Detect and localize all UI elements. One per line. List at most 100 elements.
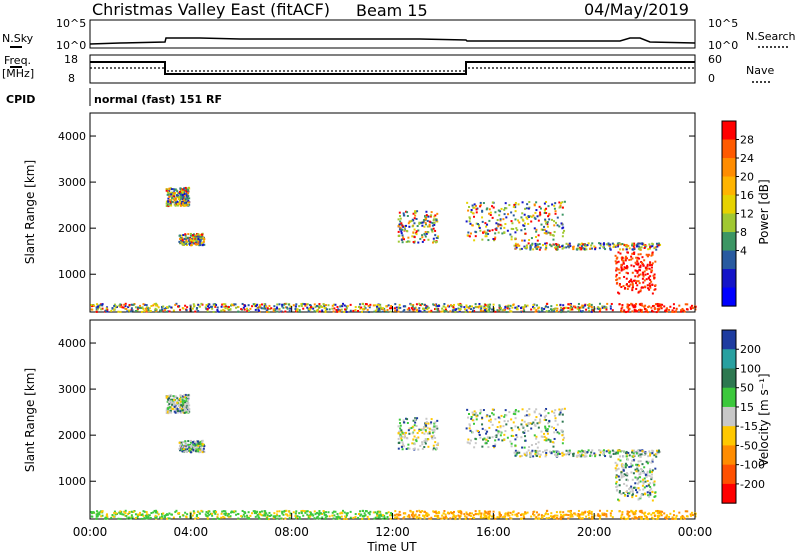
scatter-point — [354, 309, 357, 312]
scatter-point — [272, 309, 275, 312]
scatter-point — [606, 509, 609, 512]
scatter-point — [534, 235, 537, 238]
scatter-point — [492, 303, 495, 306]
scatter-point — [400, 238, 403, 241]
scatter-point — [349, 510, 352, 513]
scatter-point — [639, 302, 642, 305]
scatter-point — [121, 306, 124, 309]
scatter-point — [582, 304, 585, 307]
scatter-point — [436, 309, 439, 312]
scatter-point — [577, 454, 580, 457]
scatter-point — [426, 432, 429, 435]
scatter-point — [623, 266, 626, 269]
scatter-point — [467, 416, 470, 419]
scatter-point — [181, 409, 184, 412]
scatter-point — [622, 248, 625, 251]
scatter-point — [273, 512, 276, 515]
scatter-point — [633, 486, 636, 489]
scatter-point — [510, 227, 513, 230]
scatter-point — [119, 512, 122, 515]
scatter-point — [170, 306, 173, 309]
scatter-point — [196, 306, 199, 309]
scatter-point — [612, 243, 615, 246]
scatter-point — [389, 517, 392, 520]
scatter-point — [196, 240, 199, 243]
scatter-point — [471, 212, 474, 215]
scatter-point — [657, 451, 660, 454]
scatter-point — [183, 406, 186, 409]
scatter-point — [243, 515, 246, 518]
scatter-point — [586, 511, 589, 514]
scatter-point — [626, 513, 629, 516]
scatter-point — [385, 517, 388, 520]
scatter-point — [543, 409, 546, 412]
scatter-point — [636, 477, 639, 480]
scatter-point — [639, 471, 642, 474]
scatter-point — [601, 305, 604, 308]
scatter-point — [145, 511, 148, 514]
scatter-point — [645, 485, 648, 488]
scatter-point — [180, 399, 183, 402]
scatter-point — [603, 243, 606, 246]
scatter-point — [397, 437, 400, 440]
scatter-point — [641, 484, 644, 487]
scatter-point — [671, 310, 674, 313]
scatter-point — [535, 209, 538, 212]
scatter-point — [411, 225, 414, 228]
scatter-point — [165, 189, 168, 192]
scatter-point — [413, 424, 416, 427]
scatter-point — [530, 422, 533, 425]
scatter-point — [560, 429, 563, 432]
scatter-point — [413, 514, 416, 517]
scatter-point — [172, 395, 175, 398]
scatter-point — [432, 237, 435, 240]
scatter-point — [555, 455, 558, 458]
scatter-point — [403, 421, 406, 424]
scatter-point — [510, 517, 513, 520]
scatter-point — [298, 517, 301, 520]
scatter-point — [325, 308, 328, 311]
scatter-point — [644, 451, 647, 454]
scatter-point — [180, 197, 183, 200]
scatter-point — [651, 490, 654, 493]
scatter-point — [161, 517, 164, 520]
scatter-point — [278, 514, 281, 517]
scatter-point — [206, 517, 209, 520]
scatter-point — [655, 242, 658, 245]
scatter-point — [529, 454, 532, 457]
scatter-point — [201, 510, 204, 513]
scatter-point — [181, 401, 184, 404]
scatter-point — [648, 471, 651, 474]
scatter-point — [654, 303, 657, 306]
scatter-point — [647, 455, 650, 458]
scatter-point — [554, 419, 557, 422]
scatter-point — [636, 243, 639, 246]
scatter-point — [523, 452, 526, 455]
scatter-point — [639, 289, 642, 292]
scatter-point — [557, 451, 560, 454]
scatter-point — [640, 286, 643, 289]
scatter-point — [538, 455, 541, 458]
scatter-point — [650, 254, 653, 257]
scatter-point — [479, 408, 482, 411]
scatter-point — [106, 308, 109, 311]
scatter-point — [179, 411, 182, 414]
scatter-point — [414, 210, 417, 213]
scatter-point — [615, 279, 618, 282]
scatter-point — [500, 514, 503, 517]
scatter-point — [550, 516, 553, 519]
scatter-point — [546, 432, 549, 435]
scatter-point — [169, 409, 172, 412]
scatter-point — [559, 309, 562, 312]
scatter-point — [626, 251, 629, 254]
scatter-point — [124, 305, 127, 308]
scatter-point — [654, 288, 657, 291]
scatter-point — [285, 509, 288, 512]
scatter-point — [256, 510, 259, 513]
scatter-point — [573, 512, 576, 515]
scatter-point — [555, 243, 558, 246]
scatter-point — [403, 228, 406, 231]
scatter-point — [493, 238, 496, 241]
scatter-point — [565, 242, 568, 245]
scatter-point — [672, 310, 675, 313]
